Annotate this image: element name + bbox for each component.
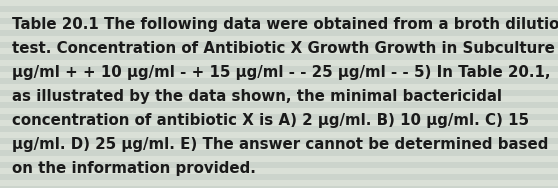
- Text: concentration of antibiotic X is A) 2 μg/ml. B) 10 μg/ml. C) 15: concentration of antibiotic X is A) 2 μg…: [12, 113, 530, 128]
- Text: on the information provided.: on the information provided.: [12, 161, 256, 176]
- Text: as illustrated by the data shown, the minimal bactericidal: as illustrated by the data shown, the mi…: [12, 89, 502, 104]
- Text: μg/ml. D) 25 μg/ml. E) The answer cannot be determined based: μg/ml. D) 25 μg/ml. E) The answer cannot…: [12, 137, 549, 152]
- Text: μg/ml + + 10 μg/ml - + 15 μg/ml - - 25 μg/ml - - 5) In Table 20.1,: μg/ml + + 10 μg/ml - + 15 μg/ml - - 25 μ…: [12, 65, 551, 80]
- Text: test. Concentration of Antibiotic X Growth Growth in Subculture 2: test. Concentration of Antibiotic X Grow…: [12, 41, 558, 56]
- Text: Table 20.1 The following data were obtained from a broth dilution: Table 20.1 The following data were obtai…: [12, 17, 558, 32]
